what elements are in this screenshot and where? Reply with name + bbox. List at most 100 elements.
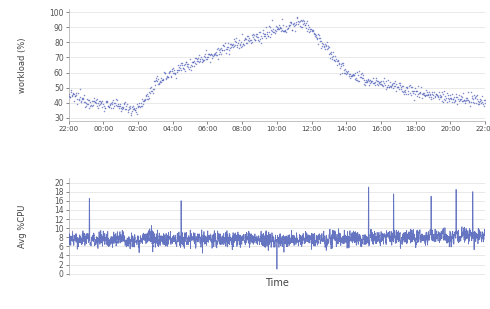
Point [217,52,225,57]
Point [446,95,454,100]
Point [294,18,302,23]
Point [275,23,283,28]
Point [333,62,341,67]
Point [363,80,371,85]
Point [206,60,214,65]
Point [213,53,221,58]
Point [415,92,422,97]
Point [85,98,93,103]
Point [217,47,224,52]
Point [459,99,467,104]
Point [473,93,481,98]
Point [427,96,435,101]
Point [400,88,408,93]
Point [242,36,250,41]
Point [201,52,209,57]
Point [475,99,483,104]
Point [340,68,348,73]
Point [341,70,348,75]
Point [383,85,391,90]
Point [166,68,174,73]
Point [413,88,421,93]
Point [177,61,185,66]
Point [426,93,434,98]
Point [130,106,138,111]
Point [291,20,298,25]
Point [287,19,294,24]
Point [340,60,347,65]
Point [327,51,335,56]
Point [126,103,134,108]
Point [472,100,480,105]
Point [368,78,375,83]
Point [349,72,357,77]
Point [207,51,215,56]
Point [124,106,132,111]
Point [228,43,236,48]
Point [147,86,154,91]
Point [331,58,339,63]
Point [268,29,276,34]
Point [317,39,325,44]
Point [168,66,176,71]
Point [467,93,475,98]
Point [71,98,78,103]
Point [203,57,211,61]
Point [139,98,147,103]
Point [109,106,117,111]
Point [184,61,192,66]
Point [283,27,291,32]
Point [430,93,438,98]
Point [286,23,294,28]
Point [426,91,434,96]
Point [416,95,423,100]
Point [222,47,230,52]
Point [168,74,175,79]
Point [312,32,320,37]
Point [106,102,114,107]
Point [460,97,467,102]
Point [283,29,291,34]
Point [97,101,104,106]
Point [139,101,147,106]
Point [105,104,113,109]
Point [385,85,393,90]
Point [381,82,389,87]
Point [137,104,145,108]
Point [370,80,378,85]
Point [90,96,98,101]
Point [407,93,415,98]
Point [308,29,316,34]
Point [459,91,466,96]
Point [111,103,119,108]
Point [170,68,178,73]
Point [333,58,341,63]
Point [292,28,299,33]
Point [342,71,349,76]
Point [480,98,488,103]
Point [315,32,322,37]
Point [78,96,86,101]
Point [316,39,324,44]
Point [104,104,112,109]
Point [197,59,205,64]
Point [290,21,297,26]
Point [293,20,300,25]
Point [82,103,90,108]
Point [102,99,110,104]
Point [200,53,208,58]
Point [179,66,187,70]
Point [308,27,316,32]
Point [377,78,385,83]
Point [176,62,184,67]
Point [76,99,84,104]
Point [91,100,98,105]
Point [66,95,74,100]
Point [343,70,351,75]
Point [136,105,144,110]
Point [458,95,466,99]
Point [374,83,382,88]
Point [373,82,381,87]
Point [90,99,98,104]
Point [335,61,343,66]
